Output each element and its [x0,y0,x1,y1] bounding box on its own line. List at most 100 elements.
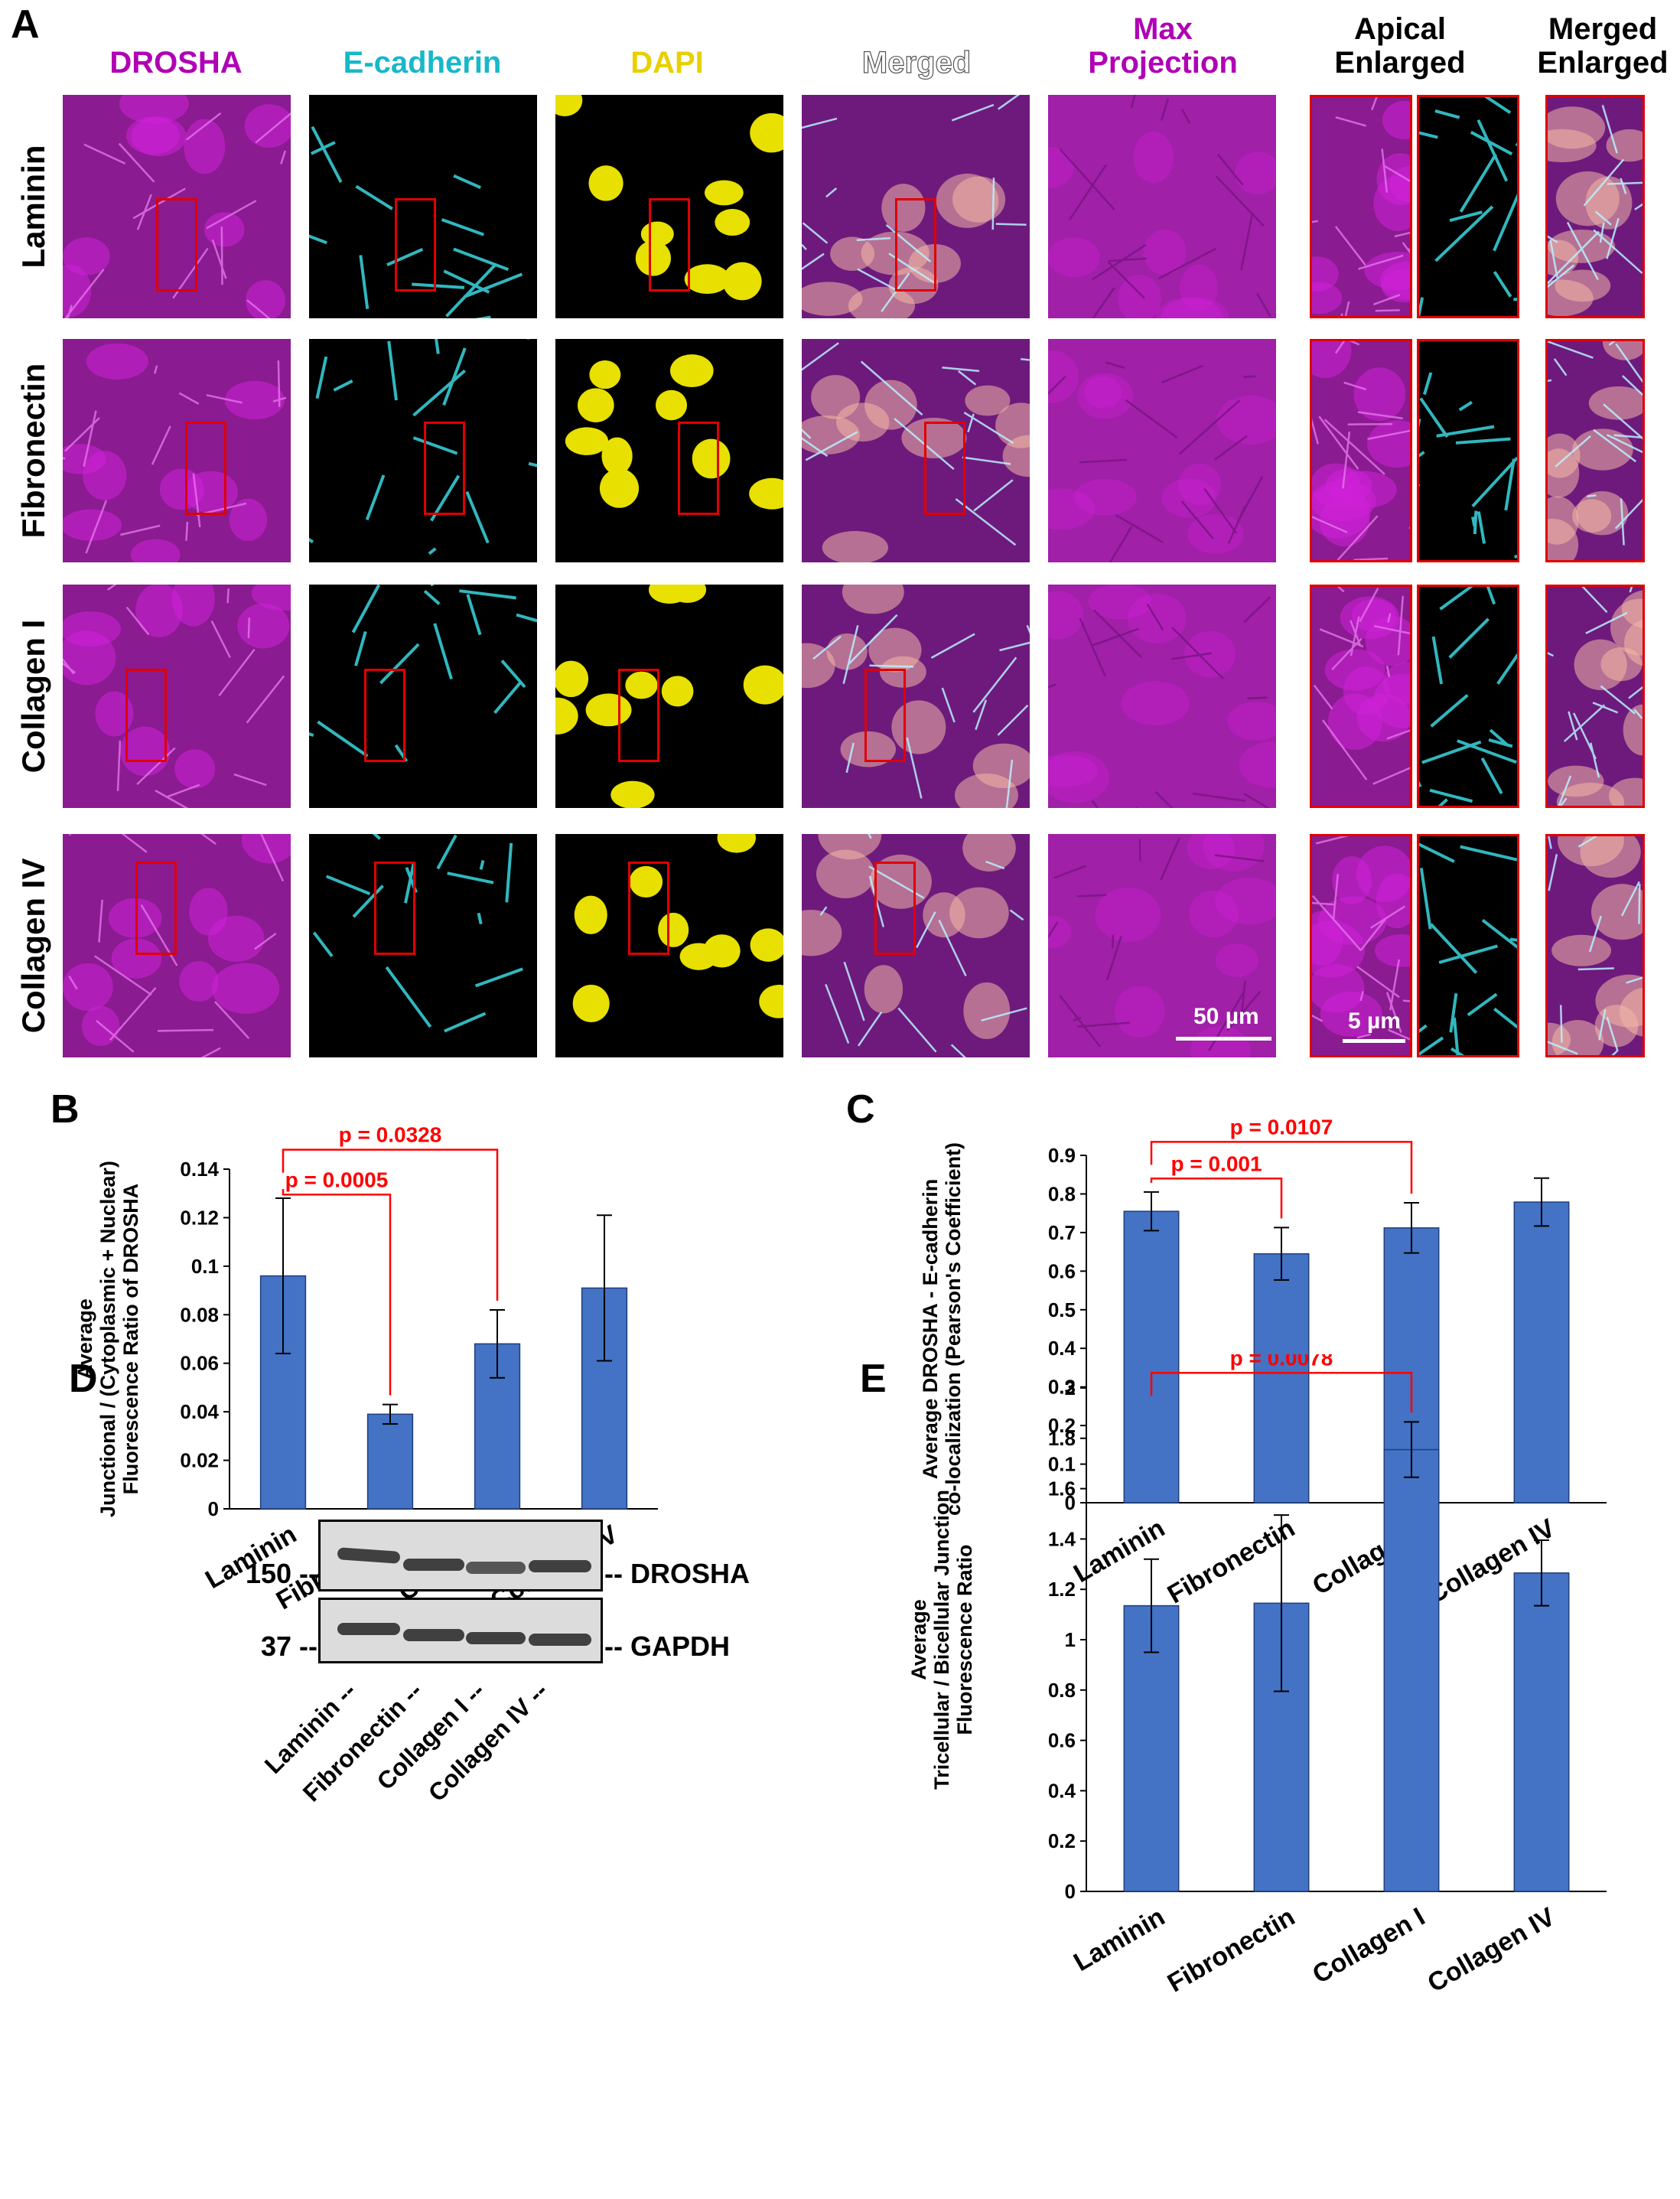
band-drosha-fibronectin [403,1559,464,1571]
merged-enlarged-fibronectin [1545,339,1645,562]
band-gapdh-laminin [337,1623,400,1635]
y-axis-label-line: Tricellular / Bicellular Junction [930,1490,953,1790]
roi-box [924,422,965,515]
micrograph-dapi-collagen-iv [555,834,783,1057]
column-header-line: Merged [1548,12,1658,46]
significance-bracket [282,1148,499,1301]
micrograph-dapi-laminin [555,95,783,318]
y-axis-label-line: Fluorescence Ratio [953,1544,976,1735]
column-header-merged-enlarged: Merged Enlarged [1522,12,1680,80]
bar-fibronectin [366,1413,414,1510]
significance-bracket [1150,1141,1413,1194]
roi-box [678,422,719,515]
micrograph-drosha-collagen-iv [63,834,291,1057]
significance-bracket [1150,1372,1413,1413]
band-gapdh-collagen-i [466,1632,526,1644]
y-axis-label-line: Fluorescence Ratio of DROSHA [119,1184,142,1495]
bar-fibronectin [1253,1253,1310,1503]
y-axis-label-line: Junctional / (Cytoplasmic + Nuclear) [96,1161,119,1517]
roi-box [628,862,669,955]
x-tick-label: Fibronectin [1163,1902,1300,1998]
p-value-label: p = 0.0328 [339,1123,442,1147]
panel-letter-e: E [860,1357,887,1401]
band-drosha-collagen-i [466,1562,526,1574]
x-tick-label: Collagen IV [1423,1902,1561,1999]
column-header-apical-enlarged: Apical Enlarged [1304,12,1496,80]
chart-svg-c: 0 0.1 0.2 0.3 0.4 0.5 0.6 0.7 0.8 0.9 Average DROS… [919,1115,1607,1609]
merged-enlarged-collagen-i [1545,585,1645,808]
y-axis-label-line: co-localization (Pearson's Coefficient) [942,1142,965,1516]
column-header-line: Apical [1353,12,1447,46]
micrograph-drosha-fibronectin [63,339,291,562]
roi-box [185,422,226,515]
panel-letter-b: B [50,1087,80,1132]
panel-letter-c: C [846,1087,875,1132]
band-drosha-laminin [337,1547,401,1564]
apical-enlarged-ecadherin-laminin [1417,95,1519,318]
roi-box [424,422,465,515]
y-tick-label: 0.7 [1048,1221,1076,1244]
y-tick-label: 0.5 [1048,1298,1076,1321]
micrograph-max-projection-collagen-iv [1048,834,1276,1057]
chart-e-tricellular-ratio: 0 0.2 0.4 0.6 0.8 1 1.2 1.4 1.6 1.8 2 AverageTricel… [842,1346,1680,2195]
micrograph-merged-fibronectin [802,339,1030,562]
micrograph-dapi-fibronectin [555,339,783,562]
p-value-label: p = 0.001 [1170,1152,1262,1175]
roi-box [135,862,177,955]
y-tick-label: 0.8 [1048,1679,1076,1702]
micrograph-merged-collagen-iv [802,834,1030,1057]
y-tick-label: 0 [208,1497,219,1520]
chart-c-colocalization: 0 0.1 0.2 0.3 0.4 0.5 0.6 0.7 0.8 0.9 Average DROS… [842,1086,1680,1737]
apical-enlarged-ecadherin-collagen-i [1417,585,1519,808]
column-header-line: Enlarged [1334,46,1466,80]
micrograph-merged-laminin [802,95,1030,318]
micrograph-ecadherin-collagen-i [309,585,537,808]
y-tick-label: 0.1 [191,1255,219,1278]
micrograph-ecadherin-fibronectin [309,339,537,562]
y-tick-label: 0.1 [1048,1453,1076,1476]
y-tick-label: 0.14 [180,1158,219,1181]
micrograph-max-projection-laminin [1048,95,1276,318]
micrograph-ecadherin-collagen-iv [309,834,537,1057]
column-header-line: Max [1133,12,1193,46]
y-tick-label: 0.6 [1048,1729,1076,1752]
column-header-merged: Merged [802,45,1031,80]
panel-letter-d: D [69,1357,98,1401]
bar-collagen-iv [1513,1572,1570,1892]
roi-box [649,198,690,292]
y-tick-label: 0.2 [1048,1829,1076,1852]
y-axis-label-line: Average [73,1298,96,1380]
y-tick-label: 2 [1065,1376,1076,1399]
apical-enlarged-drosha-fibronectin [1310,339,1412,562]
roi-box [156,198,197,292]
scale-bar-main [1176,1037,1271,1041]
band-drosha-collagen-iv [529,1560,591,1572]
y-tick-label: 0.4 [1048,1779,1076,1802]
apical-enlarged-drosha-collagen-i [1310,585,1412,808]
row-label-laminin: Laminin [15,145,51,269]
roi-box [895,198,936,292]
y-axis-label-line: Average [907,1599,930,1680]
y-tick-label: 0.2 [1048,1414,1076,1437]
y-tick-label: 0.08 [180,1303,219,1326]
row-label-fibronectin: Fibronectin [15,363,51,539]
y-tick-label: 0.02 [180,1449,219,1472]
apical-enlarged-drosha-laminin [1310,95,1412,318]
y-tick-label: 0.04 [180,1400,219,1423]
micrograph-drosha-collagen-i [63,585,291,808]
blot-strip-drosha [318,1520,603,1591]
bar-collagen-i [1383,1448,1440,1892]
apical-enlarged-ecadherin-fibronectin [1417,339,1519,562]
apical-enlarged-drosha-collagen-iv [1310,834,1412,1057]
marker-150: 150 -- [245,1558,317,1589]
row-label-collagen-i: Collagen I [15,619,51,774]
bar-laminin [1123,1210,1180,1503]
merged-enlarged-laminin [1545,95,1645,318]
column-header-line: DAPI [630,46,704,80]
p-value-label: p = 0.0107 [1230,1115,1333,1139]
micrograph-ecadherin-laminin [309,95,537,318]
y-tick-label: 0.12 [180,1206,219,1229]
column-header-ecadherin: E-cadherin [308,46,537,80]
y-axis-label: AverageTricellular / Bicellular Junction… [907,1490,976,1790]
band-label-gapdh: -- GAPDH [604,1631,730,1662]
